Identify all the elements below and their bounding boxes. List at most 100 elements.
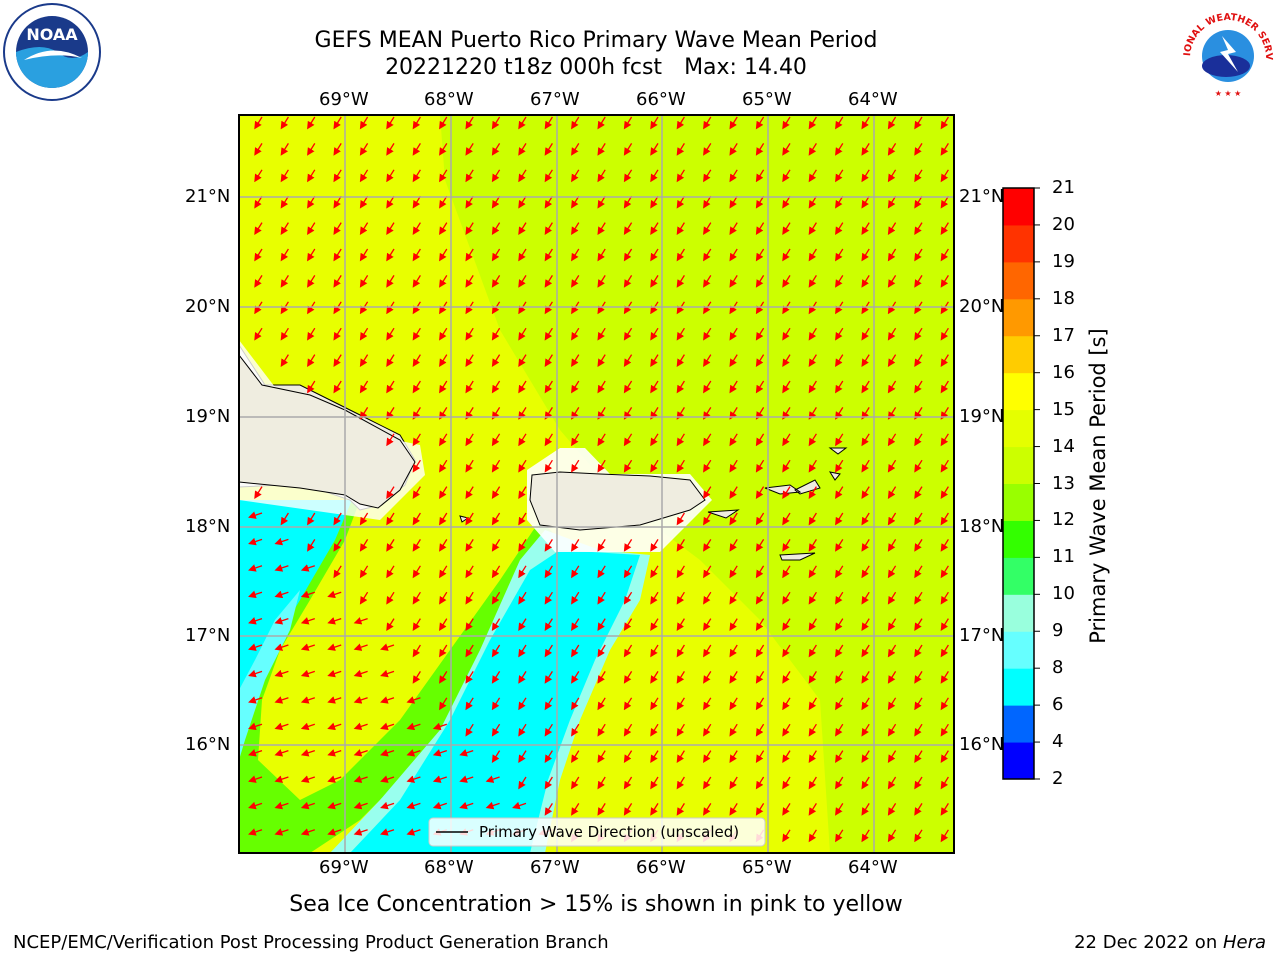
colorbar-tick-label: 11 xyxy=(1052,546,1075,568)
wave-arrow xyxy=(412,644,421,658)
wave-arrow xyxy=(439,433,448,447)
wave-arrow xyxy=(703,116,712,130)
wave-arrow xyxy=(439,380,448,394)
wave-arrow xyxy=(835,565,844,579)
wave-arrow xyxy=(571,380,580,394)
wave-arrow xyxy=(703,459,712,473)
wave-arrow xyxy=(623,539,633,552)
wave-arrow xyxy=(650,248,659,262)
wave-arrow xyxy=(518,723,527,737)
wave-arrow xyxy=(940,671,949,684)
wave-arrow xyxy=(623,803,633,816)
wave-arrow xyxy=(940,327,949,341)
map-frame xyxy=(238,114,955,854)
wave-arrow xyxy=(650,750,659,764)
wave-arrow xyxy=(571,671,580,684)
wave-arrow xyxy=(940,776,949,790)
wave-arrow xyxy=(676,222,685,236)
wave-arrow xyxy=(597,327,606,341)
wave-arrow xyxy=(571,697,580,711)
colorbar-title: Primary Wave Mean Period [s] xyxy=(1086,328,1110,644)
wave-arrow xyxy=(703,591,712,605)
wave-arrow xyxy=(887,591,897,605)
wave-arrow xyxy=(861,750,870,764)
wave-arrow xyxy=(465,116,474,130)
wave-arrow xyxy=(274,828,289,836)
wave-arrow xyxy=(491,301,501,315)
wave-arrow xyxy=(571,143,580,156)
lat-label-left-18n: 18°N xyxy=(185,516,231,537)
wave-arrow xyxy=(861,248,870,262)
wave-arrow xyxy=(412,618,421,632)
wave-arrow xyxy=(887,275,897,288)
wave-arrow xyxy=(729,301,738,315)
wave-arrow xyxy=(650,618,659,632)
wave-arrow xyxy=(887,512,897,526)
wave-arrow xyxy=(465,275,474,288)
wave-arrow xyxy=(571,591,580,605)
wave-arrow xyxy=(703,222,712,236)
wave-arrow xyxy=(544,644,553,658)
wave-arrow xyxy=(755,644,765,658)
footer-right: 22 Dec 2022 on Hera xyxy=(1074,932,1266,953)
wave-arrow xyxy=(835,116,844,130)
wave-arrow xyxy=(887,407,897,420)
wave-arrow xyxy=(650,565,659,579)
wave-arrow xyxy=(254,116,263,130)
wave-arrow xyxy=(623,354,633,368)
wave-arrow xyxy=(359,539,369,552)
wave-arrow xyxy=(729,512,738,526)
lon-label-bottom-69w: 69°W xyxy=(319,857,369,878)
wave-arrow xyxy=(439,591,448,605)
wave-arrow xyxy=(386,354,395,368)
wave-arrow xyxy=(782,143,791,156)
wave-arrow xyxy=(861,644,870,658)
wave-arrow xyxy=(439,512,448,526)
wave-arrow xyxy=(940,644,949,658)
wave-arrow xyxy=(406,801,421,810)
wave-arrow xyxy=(465,539,474,552)
lon-label-top-69w: 69°W xyxy=(319,89,369,110)
wave-arrow xyxy=(808,829,817,843)
wave-arrow xyxy=(544,275,553,288)
wave-arrow xyxy=(518,512,527,526)
wave-arrow xyxy=(808,354,817,368)
wave-arrow xyxy=(544,618,553,632)
wave-arrow xyxy=(861,803,870,816)
wave-arrow xyxy=(861,723,870,737)
wave-arrow xyxy=(861,829,870,843)
wave-arrow xyxy=(597,301,606,315)
wave-arrow xyxy=(782,723,791,737)
wave-arrow xyxy=(782,459,791,473)
wave-arrow xyxy=(491,723,501,737)
wave-arrow xyxy=(703,354,712,368)
wave-arrow xyxy=(544,116,553,130)
wave-arrow xyxy=(597,776,606,790)
wave-arrow xyxy=(307,327,316,341)
wave-arrow xyxy=(755,459,765,473)
period-field-lightcyan-west xyxy=(239,590,300,760)
wave-arrow xyxy=(544,169,553,183)
lat-labels-right: 21°N 20°N 19°N 18°N 17°N 16°N xyxy=(958,0,1003,960)
wave-arrow xyxy=(274,564,289,572)
wave-arrow xyxy=(491,275,501,288)
wave-arrow xyxy=(887,671,897,684)
wave-arrow xyxy=(808,644,817,658)
wave-arrow xyxy=(835,459,844,473)
wave-arrow xyxy=(353,801,368,810)
wave-arrow xyxy=(254,169,263,183)
wave-arrow xyxy=(650,116,659,130)
wave-arrow xyxy=(703,539,712,552)
wave-arrow xyxy=(274,696,289,704)
wave-arrow xyxy=(623,143,633,156)
wave-arrow xyxy=(544,459,553,473)
wave-arrow xyxy=(940,248,949,262)
wave-arrow xyxy=(307,222,316,236)
wave-arrow xyxy=(861,354,870,368)
hispaniola-coast xyxy=(239,354,416,509)
wave-arrow xyxy=(518,776,527,790)
wave-arrow xyxy=(597,380,606,394)
wave-arrow xyxy=(914,354,923,368)
wave-arrow xyxy=(491,222,501,236)
wave-arrow xyxy=(676,327,685,341)
